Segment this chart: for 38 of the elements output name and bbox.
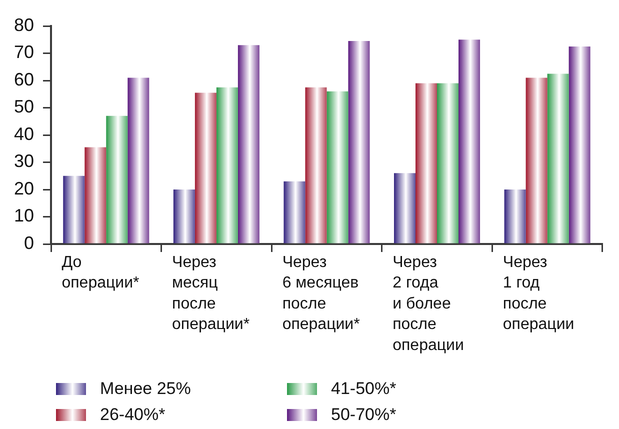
bar (547, 74, 569, 244)
x-tick-label: До операции* (62, 254, 140, 292)
bar (305, 87, 327, 244)
y-tick-label: 20 (14, 178, 34, 198)
bar (173, 190, 195, 244)
x-tick-label: Через 6 месяцев после операции* (282, 254, 360, 334)
bar (128, 78, 150, 244)
legend-label: Менее 25% (100, 379, 191, 399)
y-tick-label: 60 (14, 69, 34, 90)
y-tick-label: 30 (14, 151, 34, 172)
bar (504, 190, 526, 244)
bar (194, 92, 216, 244)
bar (284, 181, 306, 244)
x-tick-label: Через 2 года и более после операции (392, 254, 464, 354)
x-tick-label: Через 1 год после операции (502, 254, 574, 334)
bar (63, 176, 85, 244)
y-tick-label: 50 (14, 96, 34, 117)
bar (326, 91, 348, 244)
bar (84, 147, 106, 244)
bar (216, 87, 238, 244)
legend-label: 50-70%* (331, 405, 396, 425)
x-tick-label: Через месяц после операции* (172, 254, 250, 334)
legend-label: 41-50%* (331, 379, 396, 399)
bar (106, 116, 128, 244)
bar (416, 83, 438, 244)
bar (394, 173, 416, 244)
y-tick-label: 0 (24, 232, 34, 253)
bar (568, 46, 590, 244)
bar (526, 78, 548, 244)
y-tick-label: 80 (14, 14, 34, 35)
legend-label: 26-40%* (100, 405, 166, 425)
y-tick-label: 10 (14, 206, 34, 226)
bar (238, 45, 260, 244)
bar (458, 40, 480, 244)
y-tick-label: 40 (14, 124, 34, 144)
bar (437, 83, 459, 244)
bar (348, 40, 370, 244)
y-tick-label: 70 (14, 42, 34, 62)
